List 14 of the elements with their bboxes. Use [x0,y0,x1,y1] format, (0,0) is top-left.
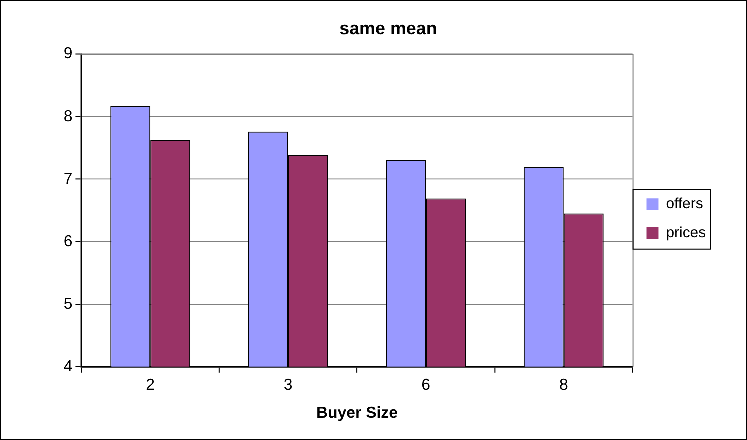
y-tick-label: 5 [64,296,73,313]
chart-title: same mean [340,18,438,39]
y-tick-label: 4 [64,358,73,376]
x-tick-label: 6 [422,376,431,394]
y-tick-label: 7 [64,170,73,188]
x-tick-label: 2 [146,376,156,394]
y-tick-label: 9 [64,46,73,63]
x-tick-label: 8 [559,376,568,394]
y-tick-label: 8 [64,108,73,126]
y-tick-label: 6 [64,233,73,250]
legend-label: offers [666,196,704,213]
x-tick-label: 3 [284,376,293,394]
x-axis-title: Buyer Size [316,404,398,422]
legend-label: prices [666,224,706,242]
